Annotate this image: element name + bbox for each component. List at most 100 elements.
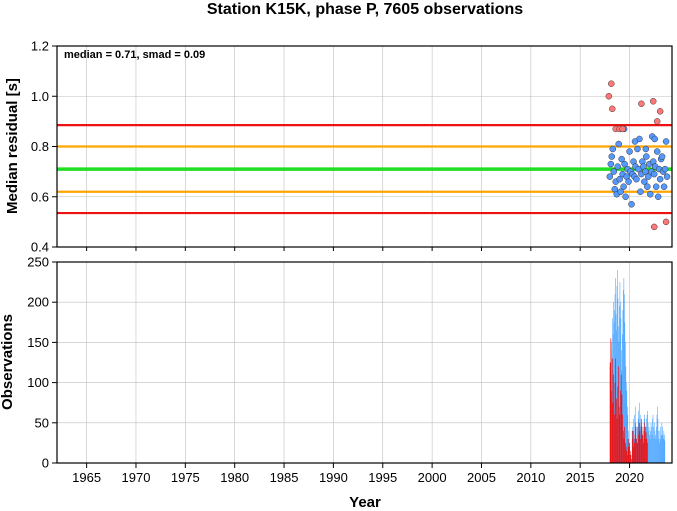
- x-tick-label: 2005: [467, 470, 496, 485]
- observation-bar: [613, 322, 615, 463]
- reference-lines: [57, 124, 672, 215]
- x-axis-label: Year: [349, 494, 381, 511]
- observation-bar: [613, 414, 615, 463]
- residual-point: [620, 183, 627, 190]
- observation-bar: [633, 430, 635, 463]
- bottom-y-axis-label: Observations: [0, 314, 16, 410]
- observation-bar: [657, 418, 659, 463]
- observation-bar: [636, 442, 638, 463]
- residual-point: [614, 163, 621, 170]
- observation-bar: [619, 306, 620, 463]
- observation-bar: [653, 426, 654, 463]
- observation-bar: [611, 390, 612, 463]
- observation-bar: [659, 442, 660, 463]
- bottom-y-ticks: 0 50 100 150 200 250: [27, 255, 57, 471]
- residual-point: [626, 148, 633, 155]
- observation-bar: [623, 290, 624, 463]
- residual-point: [650, 170, 658, 178]
- observation-bar: [664, 440, 666, 463]
- top-y-tick-label: 1.2: [31, 39, 49, 54]
- residual-point: [634, 145, 641, 153]
- observation-bar: [633, 446, 634, 463]
- observation-bar: [648, 430, 649, 463]
- residual-point: [608, 80, 615, 87]
- observation-bar: [659, 430, 661, 463]
- residual-point: [654, 193, 662, 200]
- residual-point: [647, 190, 654, 198]
- x-tick-label: 1970: [122, 470, 151, 485]
- x-tick-label: 1965: [72, 470, 101, 485]
- observation-bar: [639, 430, 641, 463]
- residual-point: [643, 153, 650, 160]
- residual-point: [621, 160, 628, 168]
- residual-point: [609, 145, 617, 153]
- x-tick-label: 2020: [615, 470, 644, 485]
- observation-bar: [615, 358, 617, 463]
- observation-bar: [658, 430, 659, 463]
- observation-bar: [618, 342, 620, 463]
- observation-bar: [614, 382, 616, 463]
- x-tick-label: 1980: [220, 470, 249, 485]
- observation-bar: [622, 414, 623, 463]
- observation-bar: [634, 434, 636, 463]
- top-y-tick-label: 0.6: [31, 189, 49, 204]
- observation-bar: [627, 454, 628, 463]
- residual-points: [605, 80, 671, 231]
- observation-bar: [662, 434, 664, 463]
- x-tick-label: 2015: [566, 470, 595, 485]
- residual-point: [610, 168, 618, 175]
- observation-bar: [616, 330, 617, 463]
- observation-bar: [652, 414, 654, 463]
- residual-point: [625, 178, 632, 185]
- residual-point: [637, 188, 644, 195]
- observation-bar: [609, 362, 611, 463]
- observation-bar: [628, 446, 630, 463]
- observation-bar: [626, 450, 628, 463]
- bottom-y-tick-label: 50: [35, 415, 49, 430]
- residual-point: [663, 173, 671, 180]
- observation-bar: [632, 438, 634, 463]
- observation-bars: [609, 270, 666, 463]
- observation-bar: [663, 438, 664, 463]
- residual-point: [608, 153, 616, 160]
- observation-bar: [623, 438, 625, 463]
- observation-bar: [616, 418, 618, 463]
- observation-bar: [622, 334, 623, 463]
- observation-bar: [663, 430, 665, 463]
- observation-bar: [626, 382, 627, 463]
- observation-bar: [618, 406, 620, 463]
- observation-bar: [642, 434, 643, 463]
- chart-title: Station K15K, phase P, 7605 observations: [207, 1, 523, 18]
- residual-point: [622, 193, 629, 200]
- observation-bar: [635, 426, 637, 463]
- observation-bar: [648, 426, 650, 463]
- observation-bar: [624, 322, 626, 463]
- observation-bar: [625, 366, 627, 463]
- median-smad-annotation: median = 0.71, smad = 0.09: [64, 49, 205, 61]
- residual-point: [606, 173, 614, 180]
- residual-point: [628, 201, 635, 208]
- observation-bar: [619, 282, 621, 463]
- observation-bar: [643, 430, 645, 463]
- residual-point: [653, 148, 661, 155]
- observation-bar: [657, 406, 658, 463]
- observation-bar: [650, 430, 651, 463]
- observation-bar: [617, 270, 618, 463]
- residual-point: [656, 175, 664, 183]
- observation-bar: [654, 422, 655, 463]
- observation-bar: [640, 438, 641, 463]
- observation-bar: [630, 454, 632, 463]
- observation-bar: [645, 426, 646, 463]
- observation-bar: [625, 446, 627, 463]
- observation-bar: [620, 374, 622, 463]
- residual-point: [650, 223, 658, 231]
- observation-bar: [612, 334, 614, 463]
- observation-bar: [650, 422, 652, 463]
- observation-bar: [660, 438, 662, 463]
- residual-point: [656, 108, 664, 115]
- observation-bar: [620, 302, 621, 463]
- x-tick-label: 1995: [368, 470, 397, 485]
- residual-point: [649, 98, 657, 105]
- residual-point: [661, 165, 669, 173]
- observation-bar: [652, 418, 653, 463]
